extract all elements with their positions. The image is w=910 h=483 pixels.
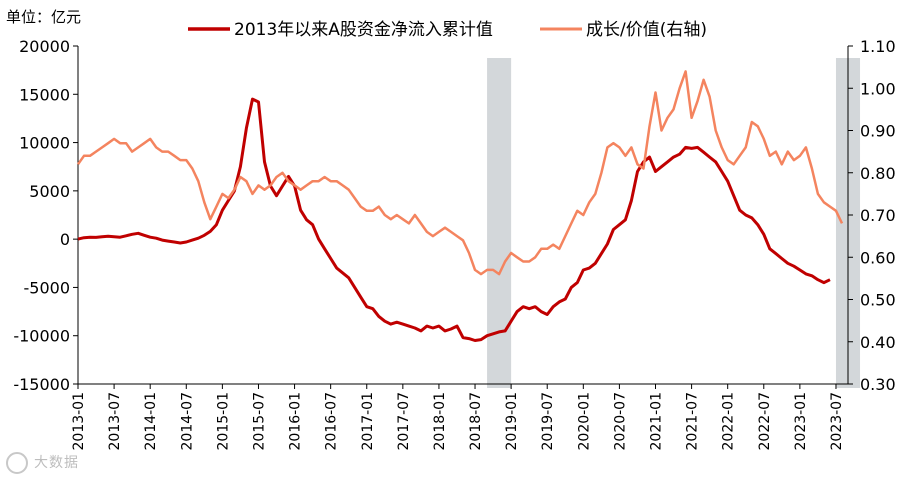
watermark-text: 大数据 [34,455,79,471]
x-tick-label: 2017-07 [396,392,412,451]
x-tick-label: 2015-01 [215,392,231,451]
legend: 2013年以来A股资金净流入累计值 成长/价值(右轴) [188,20,707,40]
legend-item-growth-value-ratio-label: 成长/价值(右轴) [586,20,707,40]
x-tick-label: 2013-01 [71,392,87,451]
watermark-logo-icon [6,452,28,474]
x-tick-label: 2014-07 [179,392,195,451]
right-y-tick-label: 0.50 [860,291,896,310]
right-y-tick-label: 0.60 [860,248,896,267]
x-tick-label: 2019-01 [504,392,520,451]
series-line-net-inflow [77,97,831,342]
left-y-tick-label: 20000 [19,37,70,56]
left-y-tick-label: 15000 [19,85,70,104]
x-tick-label: 2016-01 [288,392,304,451]
left-y-tick-label: -10000 [13,327,70,346]
right-y-tick-label: 0.40 [860,333,896,352]
shaded-period-1 [487,58,512,388]
x-tick-label: 2014-01 [143,392,159,451]
left-y-tick-label: 10000 [19,134,70,153]
x-tick-label: 2022-07 [757,392,773,451]
legend-item-net-inflow-label: 2013年以来A股资金净流入累计值 [234,20,493,40]
watermark: 大数据 [6,452,79,474]
x-tick-label: 2016-07 [324,392,340,451]
x-tick-label: 2021-07 [685,392,701,451]
left-y-tick-label: 5000 [29,182,70,201]
right-y-tick-label: 1.10 [860,37,896,56]
right-y-tick-label: 0.90 [860,122,896,141]
x-tick-label: 2018-01 [432,392,448,451]
x-tick-label: 2013-07 [107,392,123,451]
x-tick-label: 2020-01 [576,392,592,451]
series-line-growth-value-ratio [76,70,844,276]
left-y-tick-label: -15000 [13,375,70,394]
right-y-tick-label: 0.70 [860,206,896,225]
left-axis-unit-label: 单位：亿元 [6,8,82,26]
x-tick-label: 2015-07 [251,392,267,451]
x-tick-label: 2022-01 [721,392,737,451]
left-y-tick-label: 0 [60,230,70,249]
left-y-tick-label: -5000 [24,278,71,297]
x-tick-label: 2018-07 [468,392,484,451]
right-y-tick-label: 0.80 [860,164,896,183]
x-tick-label: 2017-01 [360,392,376,451]
right-y-tick-label: 1.00 [860,79,896,98]
x-tick-label: 2023-07 [829,392,845,451]
x-tick-label: 2020-07 [612,392,628,451]
x-tick-label: 2019-07 [540,392,556,451]
x-tick-label: 2023-01 [793,392,809,451]
right-y-tick-label: 0.30 [860,375,896,394]
x-tick-label: 2021-01 [649,392,665,451]
